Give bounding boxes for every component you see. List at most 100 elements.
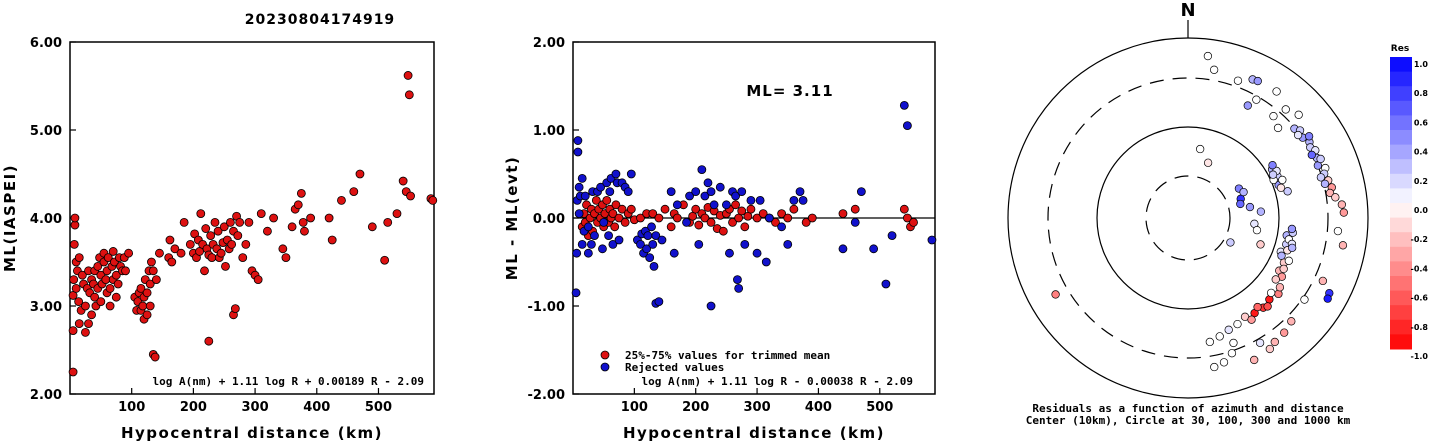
data-point bbox=[718, 226, 728, 236]
data-point bbox=[647, 222, 656, 232]
data-point bbox=[649, 261, 659, 271]
data-point bbox=[651, 231, 661, 241]
data-point bbox=[200, 266, 209, 276]
data-point bbox=[636, 213, 645, 223]
x-tick-label: 200 bbox=[180, 400, 207, 415]
station-marker bbox=[1219, 358, 1229, 367]
data-point bbox=[703, 178, 713, 188]
data-point bbox=[108, 247, 118, 256]
data-point bbox=[176, 248, 186, 258]
station-marker bbox=[1325, 188, 1335, 198]
x-tick-labels: 100 200 300 400 500 bbox=[118, 388, 392, 415]
x-tick-label: 100 bbox=[118, 400, 145, 415]
north-label: N bbox=[1180, 0, 1195, 21]
station-marker bbox=[1051, 290, 1060, 299]
data-point bbox=[403, 71, 413, 80]
y-tick-label: 4.00 bbox=[30, 212, 62, 227]
data-point bbox=[138, 301, 148, 311]
data-point bbox=[574, 182, 584, 192]
colorbar-label: -0.8 bbox=[1411, 323, 1429, 332]
data-point bbox=[691, 187, 701, 197]
data-point bbox=[349, 187, 359, 197]
data-point bbox=[293, 200, 303, 210]
data-point bbox=[700, 213, 710, 223]
data-point bbox=[807, 213, 817, 223]
station-marker bbox=[1269, 112, 1278, 121]
data-point bbox=[899, 100, 909, 110]
polar-caption-line2: Center (10km), Circle at 30, 100, 300 an… bbox=[1026, 414, 1351, 427]
data-point bbox=[789, 204, 799, 214]
data-point bbox=[636, 239, 645, 249]
colorbar-title: Res bbox=[1391, 44, 1409, 54]
data-point bbox=[113, 279, 123, 289]
data-point bbox=[111, 270, 121, 280]
data-point bbox=[801, 217, 811, 227]
x-tick-label: 400 bbox=[303, 400, 330, 415]
station-marker bbox=[1233, 76, 1243, 85]
ring-30km bbox=[1145, 175, 1231, 261]
data-point bbox=[590, 231, 599, 241]
colorbar-swatch bbox=[1390, 334, 1412, 350]
ml-vs-distance-chart: 100 200 300 400 500 2.00 3.00 4.00 5.00 6.00 Hyp… bbox=[1, 36, 438, 441]
data-point bbox=[219, 222, 229, 232]
data-point bbox=[145, 279, 155, 289]
data-point bbox=[179, 217, 189, 227]
data-point bbox=[105, 301, 115, 311]
data-point bbox=[170, 244, 180, 254]
data-point bbox=[383, 217, 393, 227]
station-marker bbox=[1288, 243, 1297, 253]
data-point bbox=[150, 352, 160, 362]
data-point bbox=[902, 121, 912, 130]
data-point bbox=[101, 275, 111, 285]
data-point bbox=[927, 235, 937, 245]
data-point bbox=[69, 275, 79, 285]
data-point bbox=[70, 213, 80, 223]
station-marker bbox=[1268, 170, 1278, 179]
station-marker bbox=[1253, 76, 1262, 86]
x-tick-label: 500 bbox=[866, 400, 893, 415]
station-marker bbox=[1265, 344, 1274, 354]
data-point bbox=[142, 288, 152, 298]
data-point bbox=[666, 187, 676, 197]
data-point bbox=[573, 147, 583, 157]
data-point bbox=[795, 187, 805, 197]
legend-label-trimmed: 25%-75% values for trimmed mean bbox=[625, 349, 830, 362]
azimuth-residual-plot: N Residuals as a function of azimuth and… bbox=[1007, 0, 1369, 427]
colorbar-swatch bbox=[1390, 173, 1412, 189]
data-point bbox=[611, 200, 621, 210]
data-point bbox=[614, 235, 624, 245]
data-point bbox=[69, 239, 79, 249]
colorbar-swatch bbox=[1390, 261, 1412, 277]
data-point bbox=[838, 209, 848, 219]
data-point bbox=[783, 213, 793, 223]
y-tick-label: 2.00 bbox=[30, 388, 62, 403]
station-marker bbox=[1337, 200, 1347, 209]
colorbar-labels: 1.0 0.8 0.6 0.4 0.2 0.0 -0.2 -0.4 -0.6 -0.8 -1.0 bbox=[1411, 60, 1429, 361]
data-point bbox=[74, 319, 84, 329]
figure-title: 20230804174919 bbox=[245, 12, 395, 28]
data-point bbox=[306, 213, 316, 223]
data-point bbox=[645, 253, 655, 263]
colorbar-swatch bbox=[1390, 188, 1412, 204]
station-marker bbox=[1270, 337, 1279, 347]
station-marker bbox=[1276, 183, 1286, 192]
colorbar-swatch bbox=[1390, 246, 1412, 262]
data-point bbox=[777, 209, 787, 219]
data-point bbox=[68, 367, 78, 377]
y-tick-label: -1.00 bbox=[528, 300, 565, 315]
data-point bbox=[642, 244, 652, 254]
y-tick-label: 0.00 bbox=[533, 212, 565, 227]
data-point bbox=[287, 222, 297, 232]
colorbar-label: 0.8 bbox=[1414, 89, 1429, 98]
colorbar-swatch bbox=[1390, 144, 1412, 160]
data-point bbox=[93, 261, 103, 271]
data-point bbox=[899, 204, 909, 214]
data-point bbox=[755, 195, 765, 205]
x-tick-labels: 100 200 300 400 500 bbox=[621, 388, 893, 415]
colorbar-label: -0.4 bbox=[1411, 264, 1429, 273]
data-point bbox=[221, 261, 230, 271]
station-marker bbox=[1247, 315, 1256, 324]
colorbar-swatch bbox=[1390, 86, 1412, 102]
station-marker bbox=[1255, 338, 1265, 348]
